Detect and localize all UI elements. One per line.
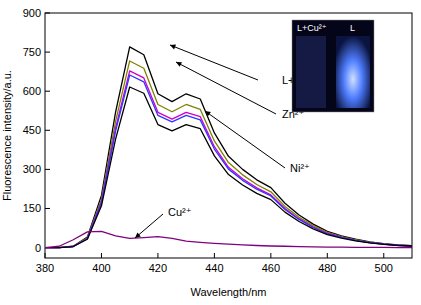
inset-label: L+Cu²⁺ [297,23,327,33]
x-tick-label: 380 [36,262,54,274]
annotation-arrowhead [205,111,211,116]
y-tick-label: 750 [23,46,41,58]
annotation-arrow [176,62,276,114]
y-tick [45,91,50,92]
series-line [45,231,412,247]
inset-vial-left [296,36,326,108]
inset-vial-right [336,36,370,108]
annotation-arrowhead [176,62,182,67]
x-tick [157,253,158,258]
curve-label: Ni²⁺ [290,162,310,174]
y-tick-label: 300 [23,163,41,175]
x-tick [327,253,328,258]
x-axis-title: Wavelength/nm [190,286,266,298]
x-tick [383,253,384,258]
y-tick [45,169,50,170]
inset-photo [292,20,374,112]
annotation-arrow [205,111,285,168]
x-tick-label: 420 [149,262,167,274]
annotation-arrow [170,45,258,80]
annotation-arrow [135,214,163,238]
annotation-arrowhead [170,45,176,50]
y-tick [45,130,50,131]
y-tick [45,13,50,14]
y-tick-label: 0 [35,242,41,254]
y-tick-label: 150 [23,202,41,214]
y-tick-label: 450 [23,124,41,136]
x-tick-label: 400 [92,262,110,274]
x-tick-label: 500 [375,262,393,274]
y-tick [45,52,50,53]
x-tick [101,253,102,258]
annotation-arrowhead [135,233,141,238]
x-tick-label: 480 [318,262,336,274]
y-tick-label: 600 [23,85,41,97]
y-tick-label: 900 [23,7,41,19]
y-tick [45,208,50,209]
x-tick [45,253,46,258]
curve-label: Cu²⁺ [168,206,192,218]
x-tick [270,253,271,258]
x-tick [214,253,215,258]
inset-label: L [350,23,355,33]
x-tick-label: 440 [205,262,223,274]
chart: 380 400 420 440 460 480 500 0 150 300 450 600 750 900… [0,0,421,305]
plot-frame [45,13,412,258]
y-axis-title: Fluorescence intensity/a.u. [1,70,13,201]
x-tick-label: 460 [262,262,280,274]
